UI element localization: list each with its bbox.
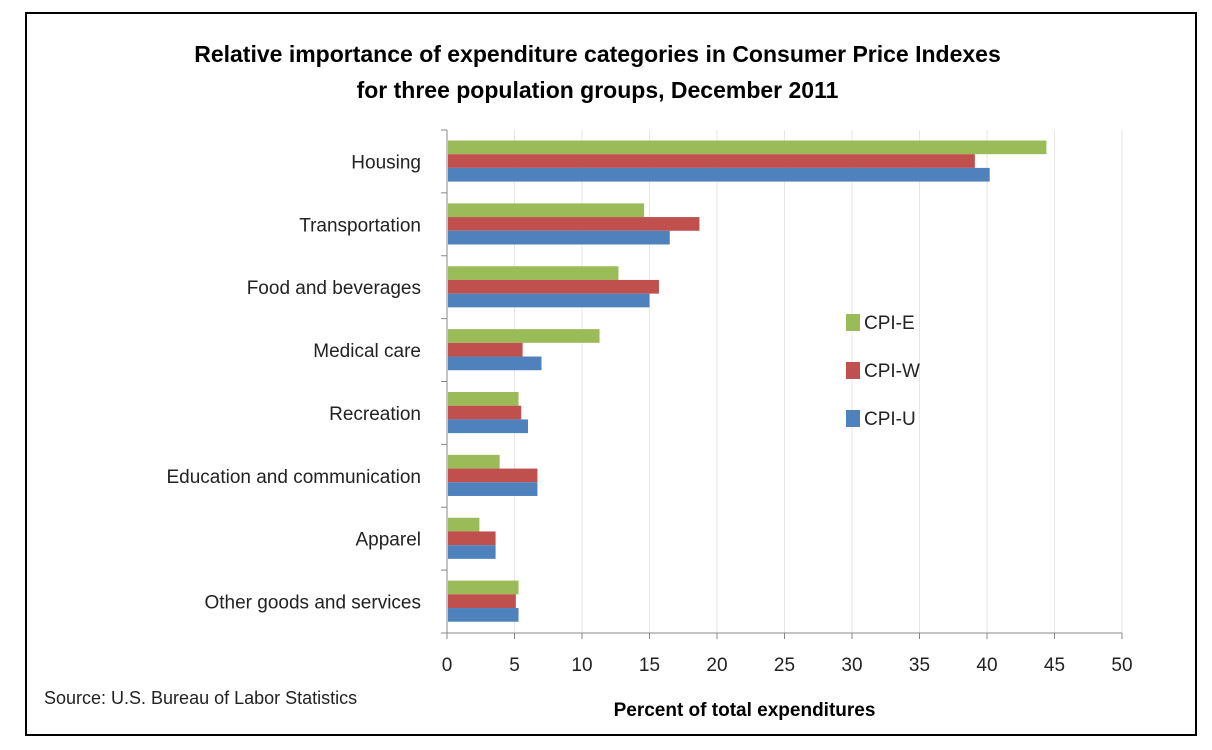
bar-cpi-u — [448, 356, 542, 371]
source-note: Source: U.S. Bureau of Labor Statistics — [44, 688, 358, 708]
bar-cpi-w — [448, 405, 522, 420]
x-tick-label: 10 — [571, 655, 592, 676]
chart-title: Relative importance of expenditure categ… — [25, 36, 1170, 108]
category-label: Education and communication — [166, 467, 421, 488]
x-tick-label: 15 — [639, 655, 660, 676]
bar-cpi-w — [448, 531, 496, 546]
bar-cpi-w — [448, 342, 523, 357]
bar-cpi-u — [448, 293, 650, 308]
bar-cpi-w — [448, 594, 516, 609]
legend-label: CPI-E — [864, 313, 915, 334]
chart-title-line-2: for three population groups, December 20… — [356, 77, 839, 103]
bar-cpi-e — [448, 329, 600, 343]
category-label: Food and beverages — [247, 278, 421, 299]
bar-cpi-u — [448, 545, 496, 559]
x-tick-label: 30 — [841, 655, 862, 676]
x-tick-label: 45 — [1044, 655, 1065, 676]
x-tick-label: 40 — [976, 655, 997, 676]
bar-cpi-u — [448, 608, 519, 622]
bar-cpi-u — [448, 419, 528, 434]
category-label: Recreation — [329, 404, 421, 425]
x-tick-label: 0 — [442, 655, 453, 676]
chart-title-line-1: Relative importance of expenditure categ… — [194, 41, 1001, 67]
category-label: Other goods and services — [204, 593, 421, 614]
x-axis-label: Percent of total expenditures — [613, 700, 876, 721]
category-label: Transportation — [299, 215, 421, 236]
chart-frame — [25, 12, 1197, 736]
bar-cpi-e — [448, 454, 500, 469]
legend-swatch — [846, 410, 860, 427]
bar-cpi-w — [448, 468, 538, 483]
category-label: Medical care — [313, 341, 421, 362]
legend-label: CPI-W — [864, 361, 920, 382]
x-tick-label: 50 — [1111, 655, 1132, 676]
bar-cpi-e — [448, 266, 619, 280]
bar-cpi-u — [448, 230, 670, 245]
x-tick-label: 5 — [509, 655, 520, 676]
bar-cpi-e — [448, 392, 519, 406]
bar-cpi-w — [448, 154, 975, 168]
bar-cpi-w — [448, 279, 659, 294]
bar-cpi-w — [448, 217, 700, 231]
x-tick-label: 35 — [909, 655, 930, 676]
bar-cpi-e — [448, 203, 645, 218]
x-tick-label: 20 — [706, 655, 727, 676]
bar-cpi-u — [448, 167, 990, 182]
category-label: Apparel — [356, 530, 422, 551]
bar-cpi-u — [448, 482, 538, 496]
x-tick-label: 25 — [774, 655, 795, 676]
legend-swatch — [846, 362, 860, 379]
category-label: Housing — [351, 152, 421, 173]
bar-cpi-e — [448, 517, 480, 532]
legend-label: CPI-U — [864, 409, 916, 430]
legend-swatch — [846, 314, 860, 331]
bar-cpi-e — [448, 580, 519, 595]
bar-cpi-e — [448, 140, 1047, 155]
